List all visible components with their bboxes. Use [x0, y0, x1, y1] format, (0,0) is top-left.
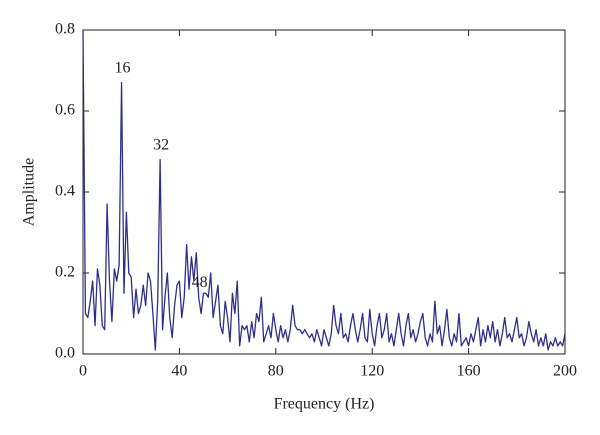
- x-tick-label: 120: [360, 363, 384, 380]
- peak-annotation: 16: [115, 59, 131, 76]
- y-tick-label: 0.4: [55, 183, 75, 200]
- y-tick-label: 0.6: [55, 102, 75, 119]
- x-tick-label: 0: [79, 363, 87, 380]
- y-axis-label: Amplitude: [21, 158, 38, 226]
- x-tick-label: 40: [171, 363, 187, 380]
- x-tick-label: 200: [553, 363, 577, 380]
- peak-annotation: 48: [192, 274, 208, 291]
- y-tick-label: 0.8: [55, 21, 75, 38]
- y-tick-label: 0.0: [55, 345, 75, 362]
- peak-annotation: 32: [153, 136, 169, 153]
- data-line: [82, 29, 566, 351]
- x-tick-label: 80: [268, 363, 284, 380]
- x-tick-label: 160: [457, 363, 481, 380]
- y-tick-label: 0.2: [55, 264, 75, 281]
- plot-frame: [82, 29, 566, 355]
- x-axis-label: Frequency (Hz): [274, 396, 375, 413]
